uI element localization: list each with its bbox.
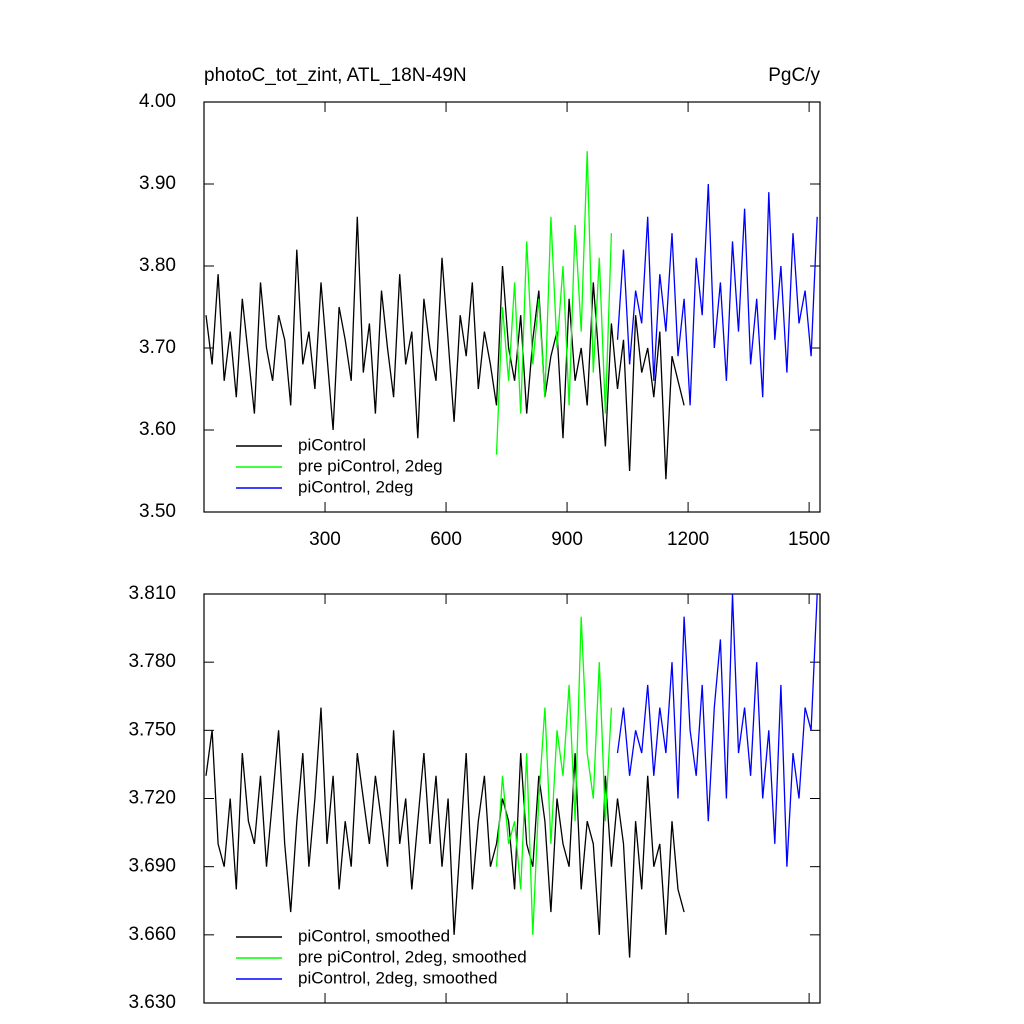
- x-tick-label: 300: [309, 529, 341, 550]
- y-tick-label: 3.70: [139, 337, 176, 358]
- y-tick-label: 3.690: [128, 856, 176, 877]
- chart-title: photoC_tot_zint, ATL_18N-49N: [204, 65, 467, 86]
- series-line: [205, 707, 685, 958]
- plot-frame: [203, 593, 821, 1004]
- y-tick-label: 3.90: [139, 173, 176, 194]
- y-tick-label: 3.750: [128, 719, 176, 740]
- y-tick-label: 4.00: [139, 91, 176, 112]
- y-tick-label: 3.810: [128, 583, 176, 604]
- series-line: [205, 216, 685, 480]
- units-label: PgC/y: [768, 65, 820, 86]
- x-tick-label: 900: [551, 529, 583, 550]
- series-line: [616, 183, 818, 406]
- plot-frame: [203, 101, 821, 513]
- legend-label: pre piControl, 2deg: [298, 456, 443, 475]
- y-tick-label: 3.660: [128, 924, 176, 945]
- legend-label: pre piControl, 2deg, smoothed: [298, 947, 527, 966]
- legend-label: piControl, smoothed: [298, 926, 450, 945]
- x-tick-label: 600: [430, 529, 462, 550]
- y-tick-label: 3.630: [128, 992, 176, 1013]
- series-line: [616, 593, 818, 867]
- x-tick-label: 1500: [788, 529, 830, 550]
- legend-label: piControl, 2deg, smoothed: [298, 968, 497, 987]
- series-line: [495, 616, 613, 935]
- y-tick-label: 3.720: [128, 788, 176, 809]
- legend-label: piControl, 2deg: [298, 477, 413, 496]
- y-tick-label: 3.50: [139, 501, 176, 522]
- x-tick-label: 1200: [667, 529, 709, 550]
- legend-label: piControl: [298, 435, 366, 454]
- y-tick-label: 3.780: [128, 651, 176, 672]
- series-line: [495, 151, 613, 455]
- y-tick-label: 3.60: [139, 419, 176, 440]
- y-tick-label: 3.80: [139, 255, 176, 276]
